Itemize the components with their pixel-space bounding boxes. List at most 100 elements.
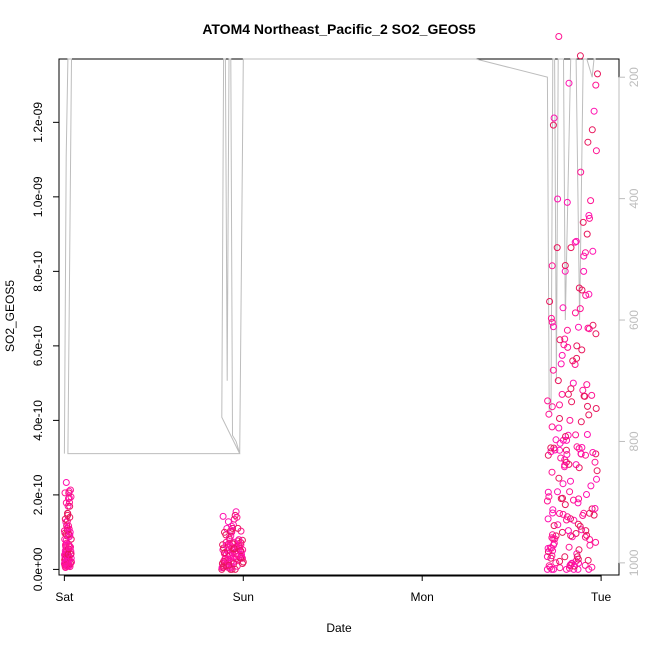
data-point (66, 513, 74, 521)
data-point (221, 528, 228, 536)
data-point (224, 557, 232, 565)
data-point (568, 533, 576, 541)
data-point (548, 423, 556, 431)
data-point (586, 214, 593, 222)
data-point (572, 237, 580, 245)
data-point (565, 79, 573, 87)
data-point (591, 458, 599, 466)
data-point (578, 526, 586, 534)
data-point (576, 52, 584, 60)
x-tick-label: Tue (591, 590, 612, 604)
data-point (561, 262, 569, 269)
data-point (575, 284, 583, 292)
data-point (230, 560, 238, 568)
data-point (544, 397, 552, 405)
data-point (579, 512, 587, 519)
y2-tick-label: 200 (627, 67, 641, 87)
data-point (586, 509, 594, 517)
data-point (562, 458, 570, 466)
data-point (230, 545, 238, 553)
data-point (576, 522, 584, 530)
data-point (558, 351, 566, 359)
data-point (588, 391, 596, 399)
data-point (581, 249, 589, 257)
data-point (548, 318, 556, 326)
y2-axis: 200 400 600 800 1000 (618, 67, 641, 576)
data-point (585, 212, 593, 219)
data-point (555, 33, 563, 40)
data-point (559, 494, 566, 502)
data-point (583, 230, 591, 238)
data-point (548, 544, 555, 552)
data-point (569, 379, 577, 387)
points-layer (60, 33, 601, 573)
data-point (557, 454, 565, 462)
data-point (558, 390, 566, 398)
data-point (555, 424, 563, 432)
data-point (590, 511, 598, 519)
data-point (575, 546, 583, 554)
data-point (556, 415, 563, 422)
data-point (578, 346, 586, 354)
data-point (228, 522, 236, 530)
y2-tick-label: 600 (627, 310, 641, 330)
data-point (583, 431, 591, 438)
data-point (573, 354, 581, 362)
data-point (562, 433, 569, 440)
data-point (557, 360, 565, 368)
data-point (585, 290, 593, 298)
data-point (543, 497, 551, 505)
data-point (593, 467, 601, 475)
data-point (550, 522, 558, 530)
data-point (548, 262, 556, 270)
data-point (564, 390, 572, 398)
data-point (566, 416, 574, 424)
data-point (583, 381, 591, 389)
data-point (62, 564, 69, 571)
data-point (582, 291, 590, 299)
data-point (233, 513, 241, 521)
data-point (559, 436, 567, 444)
data-point (579, 386, 587, 394)
data-point (559, 304, 567, 312)
y-axis-label: SO2_GEOS5 (3, 280, 17, 352)
x-tick-label: Sun (233, 590, 254, 604)
data-point (563, 513, 571, 521)
data-point (545, 493, 553, 501)
data-point (579, 218, 587, 226)
data-point (593, 475, 600, 483)
data-point (583, 491, 590, 498)
data-point (570, 516, 578, 524)
data-point (577, 450, 585, 458)
x-tick-label: Mon (411, 590, 434, 604)
data-point (64, 509, 71, 517)
data-point (558, 528, 566, 536)
y-axis: 0.0e+00 2.0e-10 4.0e-10 6.0e-10 8.0e-10 1.0e-… (31, 102, 60, 591)
data-point (556, 557, 564, 565)
data-point (576, 305, 584, 313)
data-point (566, 488, 574, 496)
data-point (552, 436, 560, 444)
data-point (231, 511, 239, 519)
plot-frame (58, 58, 620, 576)
data-point (561, 501, 569, 509)
data-point (585, 325, 593, 333)
data-point (544, 488, 552, 496)
data-point (592, 81, 600, 89)
data-point (556, 510, 563, 517)
data-point (580, 392, 588, 400)
data-point (587, 482, 595, 490)
data-point (549, 366, 557, 374)
data-point (563, 516, 570, 524)
data-point (564, 343, 572, 351)
data-point (589, 247, 597, 255)
data-point (65, 487, 73, 495)
data-point (221, 556, 229, 563)
data-point (592, 405, 600, 412)
data-point (224, 518, 232, 526)
data-point (585, 411, 593, 419)
data-point (592, 330, 600, 338)
data-point (546, 298, 554, 305)
y-tick-label: 8.0e-10 (31, 251, 45, 292)
pressure-line-layer (63, 58, 596, 455)
